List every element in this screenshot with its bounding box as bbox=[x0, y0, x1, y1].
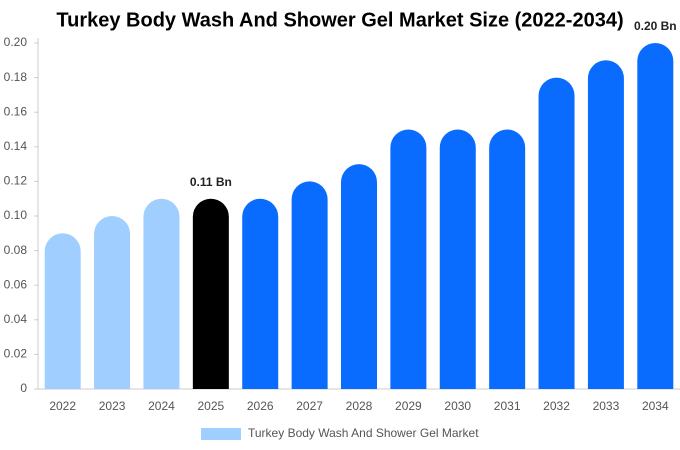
x-tick-label: 2023 bbox=[99, 399, 126, 413]
y-tick-label: 0.06 bbox=[4, 277, 28, 291]
x-tick-label: 2034 bbox=[642, 399, 669, 413]
bar bbox=[44, 233, 81, 389]
y-tick-label: 0.08 bbox=[4, 243, 28, 257]
y-tick-label: 0.12 bbox=[4, 174, 28, 188]
bar bbox=[390, 129, 427, 389]
x-tick-label: 2025 bbox=[197, 399, 224, 413]
y-tick-label: 0.18 bbox=[4, 70, 28, 84]
x-tick-label: 2032 bbox=[543, 399, 570, 413]
bar bbox=[439, 129, 476, 389]
bar bbox=[587, 60, 624, 389]
x-tick-label: 2028 bbox=[346, 399, 373, 413]
x-tick-label: 2024 bbox=[148, 399, 175, 413]
bar bbox=[291, 181, 328, 389]
y-tick-label: 0.14 bbox=[4, 139, 28, 153]
x-tick-label: 2022 bbox=[49, 399, 76, 413]
x-tick-label: 2027 bbox=[296, 399, 323, 413]
legend-label: Turkey Body Wash And Shower Gel Market bbox=[248, 426, 479, 440]
bar bbox=[341, 164, 377, 389]
bar bbox=[242, 198, 279, 389]
bar bbox=[489, 129, 526, 389]
x-tick-label: 2033 bbox=[593, 399, 620, 413]
x-tick-label: 2031 bbox=[494, 399, 521, 413]
value-label: 0.20 Bn bbox=[634, 19, 677, 33]
bar bbox=[637, 43, 674, 389]
legend-swatch bbox=[201, 428, 241, 440]
y-tick-label: 0.02 bbox=[4, 347, 28, 361]
x-tick-label: 2029 bbox=[395, 399, 422, 413]
value-label: 0.11 Bn bbox=[190, 175, 232, 189]
bar bbox=[538, 77, 575, 389]
y-tick-label: 0.16 bbox=[4, 104, 28, 118]
y-tick-label: 0 bbox=[20, 381, 27, 395]
y-tick-label: 0.04 bbox=[4, 312, 28, 326]
bar bbox=[94, 216, 131, 389]
y-tick-label: 0.20 bbox=[4, 35, 28, 49]
bar bbox=[192, 198, 229, 389]
bar bbox=[143, 198, 180, 389]
y-tick-label: 0.10 bbox=[4, 208, 28, 222]
chart-title: Turkey Body Wash And Shower Gel Market S… bbox=[56, 9, 623, 31]
x-tick-label: 2026 bbox=[247, 399, 274, 413]
x-tick-label: 2030 bbox=[444, 399, 471, 413]
